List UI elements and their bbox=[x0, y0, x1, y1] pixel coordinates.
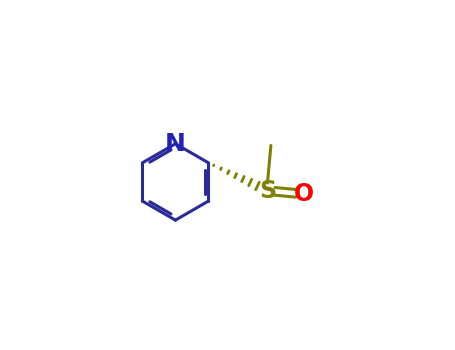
Text: S: S bbox=[259, 178, 276, 203]
Text: O: O bbox=[294, 182, 314, 206]
Text: N: N bbox=[165, 132, 186, 156]
